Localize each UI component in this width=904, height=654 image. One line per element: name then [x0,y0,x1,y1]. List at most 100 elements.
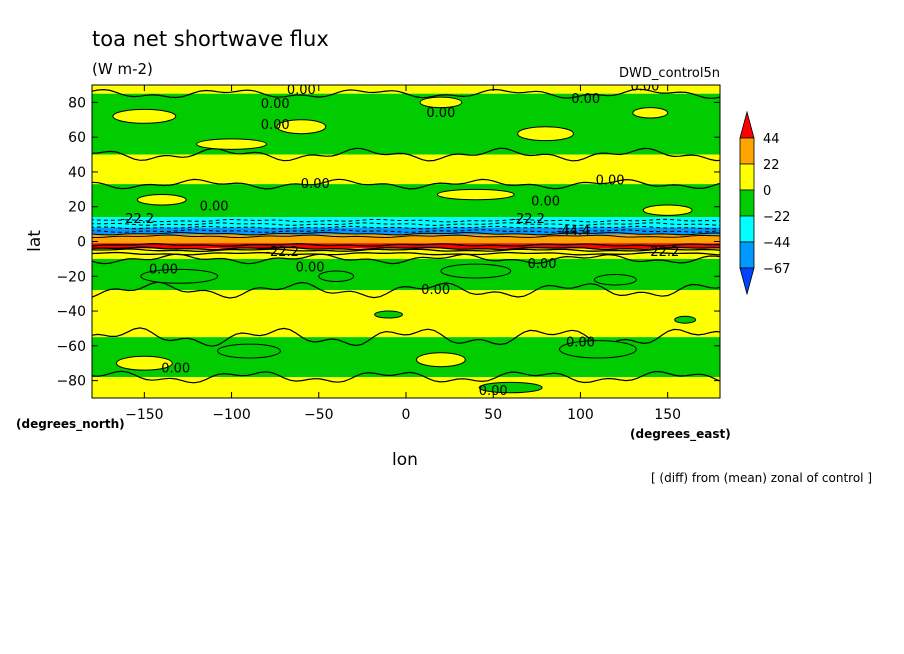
y-tick-label-0: 80 [68,95,86,111]
equatorial-contour-6 [92,243,720,247]
colorbar-swatch-1 [739,137,755,165]
y-tick-label-6: −40 [56,304,86,320]
equatorial-contour-8 [92,248,720,253]
equatorial-contour-9 [92,251,720,256]
colorbar-level-5: −67 [763,262,790,277]
y-tick-label-2: 40 [68,165,86,181]
equatorial-contour-5 [92,234,720,239]
contour-label-17: 0.00 [421,283,450,298]
band-12 [92,377,720,398]
contour-patch-5 [196,138,267,150]
contour-edge-6 [92,88,720,99]
x-axis-label: lon [392,450,418,470]
colorbar-swatch-4 [739,215,755,243]
colorbar-swatch-3 [739,189,755,217]
contour-patch-1 [276,119,327,135]
contour-patch-0 [112,108,177,124]
colorbar-swatch-0 [739,110,755,139]
colorbar-swatch-2 [739,163,755,191]
equatorial-contour-7 [92,246,720,251]
contour-patch-3 [517,126,574,142]
contour-label-11: -22.2 [511,212,545,227]
contour-label-20: 0.00 [161,361,190,376]
contour-patch-6 [136,194,187,206]
y-tick-label-3: 20 [68,200,86,216]
equatorial-contour-0 [92,218,720,223]
contour-label-0: 0.00 [287,83,316,98]
contour-patches [92,88,720,394]
contour-label-19: 0.00 [566,335,595,350]
contour-patch-15 [415,352,466,368]
colorbar-level-0: 44 [763,132,780,147]
contour-edge-5 [92,370,720,384]
colorbar-swatch-6 [739,267,755,296]
colorbar-level-2: 0 [763,184,771,199]
y-axis-label: lat [25,230,45,252]
contour-patch-17 [478,381,543,394]
band-10 [92,290,720,338]
equatorial-contour-4 [92,231,720,236]
contour-patch-7 [436,188,515,201]
contour-label-2: 0.00 [261,118,290,133]
equatorial-contour-2 [92,225,720,230]
contour-edge-3 [92,281,720,299]
contour-patch-13 [217,343,281,359]
x-tick-label-6: 150 [654,407,681,423]
contour-label-10: -22.2 [121,212,155,227]
run-label: DWD_control5n [619,66,720,81]
contour-label-8: 0.00 [531,195,560,210]
colorbar: 44 22 0 −22 −44 −67 [739,110,790,296]
contour-label-4: 0.00 [571,92,600,107]
contour-patch-8 [642,204,693,216]
contour-label-3: 0.00 [426,106,455,121]
contour-edge-0 [92,147,720,162]
y-tick-label-4: 0 [77,235,86,251]
chart-title: toa net shortwave flux [92,27,329,51]
contour-patch-4 [632,107,669,119]
band-3 [92,184,720,218]
contour-patch-19 [374,310,404,319]
contour-patch-11 [318,270,355,282]
x-tick-label-1: −100 [212,407,250,423]
contour-label-6: 0.00 [301,177,330,192]
contour-patch-9 [140,268,219,284]
x-tick-label-3: 0 [402,407,411,423]
contour-label-7: 0.00 [200,200,229,215]
contour-labels: 0.000.000.000.000.000.000.000.00 0.000.00… [121,83,680,399]
contour-label-15: 0.00 [149,262,178,277]
y-tick-label-1: 60 [68,130,86,146]
x-unit-label: (degrees_east) [630,427,731,442]
band-5 [92,227,720,235]
contour-label-16: 0.00 [296,261,325,276]
band-7 [92,243,720,249]
contour-lines [92,218,720,256]
contour-patch-14 [559,340,637,359]
contour-label-13: -22.2 [265,245,299,260]
contour-patch-12 [593,274,637,286]
band-1 [92,93,720,155]
colorbar-level-3: −22 [763,210,790,225]
x-tick-label-0: −150 [125,407,163,423]
chart-subtitle: [ (diff) from (mean) zonal of control ] [651,471,872,485]
colorbar-swatch-5 [739,241,755,269]
chart-units: (W m-2) [92,60,153,78]
contour-label-12: -44.4 [557,224,591,239]
contour-edge-1 [92,178,720,190]
band-4 [92,217,720,228]
equatorial-contour-1 [92,222,720,226]
contour-edge-2 [92,253,720,265]
x-tick-label-5: 100 [567,407,594,423]
band-6 [92,234,720,244]
y-tick-label-5: −20 [56,269,86,285]
contour-patch-2 [419,96,463,109]
band-8 [92,248,720,259]
colorbar-level-4: −44 [763,236,790,251]
contour-label-9: 0.00 [596,174,625,189]
y-axis-ticks: 80 60 40 20 0 −20 −40 −60 −80 [56,95,720,390]
equatorial-contour-3 [92,229,720,233]
contour-label-21: 0.00 [479,384,508,399]
x-tick-label-4: 50 [484,407,502,423]
contour-label-14: -22.2 [646,245,680,260]
contour-label-1: 0.00 [261,97,290,112]
